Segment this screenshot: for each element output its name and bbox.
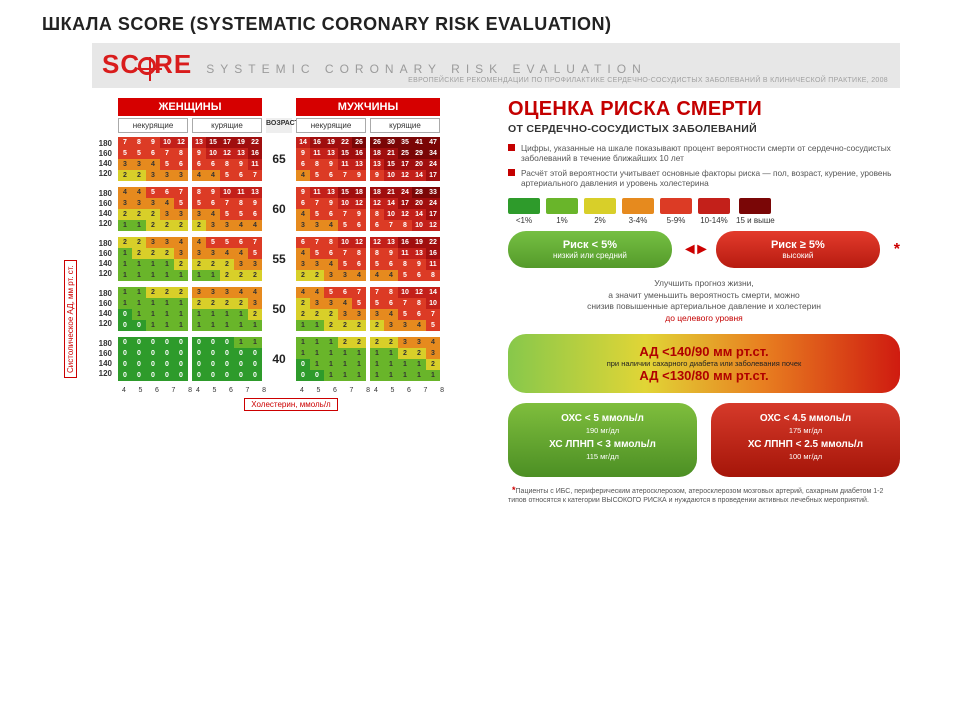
sub-nonsmoker-f: некурящие: [118, 118, 188, 133]
age-label: 65: [266, 152, 292, 166]
risk-grid: 45567334452223311222: [192, 237, 262, 281]
banner-note: ЕВРОПЕЙСКИЕ РЕКОМЕНДАЦИИ ПО ПРОФИЛАКТИКЕ…: [408, 77, 888, 84]
legend-item: 5-9%: [660, 198, 692, 225]
risk-grid: 22334112231111211111: [370, 337, 440, 381]
bullet-2: Расчёт этой вероятности учитывает основн…: [508, 168, 900, 189]
risk-grid: 263035414718212529341315172024910121417: [370, 137, 440, 181]
target-icon: [138, 57, 156, 75]
risk-grid: 44567333452223311222: [118, 187, 188, 231]
risk-grid: 131517192291012131666891144567: [192, 137, 262, 181]
legend-item: 2%: [584, 198, 616, 225]
bp-axis-label: Систолическое АД, мм рт. ст.: [64, 260, 77, 378]
bullet-1: Цифры, указанные на шкале показывают про…: [508, 143, 900, 164]
risk-grid: 6781012456783345622334: [296, 237, 366, 281]
risk-grid: 1416192226911131516689111345679: [296, 137, 366, 181]
risk-grid: 781012145678103456723345: [370, 287, 440, 331]
risk-title: ОЦЕНКА РИСКА СМЕРТИ: [508, 98, 900, 121]
risk-grid: 89101113567893455623344: [192, 187, 262, 231]
sub-nonsmoker-m: некурящие: [296, 118, 366, 133]
risk-grid: 22334122231111211111: [118, 237, 188, 281]
legend-item: 1%: [546, 198, 578, 225]
risk-grid: 33344222231111211111: [192, 287, 262, 331]
sub-smoker-f: курящие: [192, 118, 262, 133]
age-head: ВОЗРАСТ: [266, 118, 292, 133]
risk-grid: 44567233452223311222: [296, 287, 366, 331]
age-row-65: 1801601401207891012556783345622333131517…: [92, 137, 490, 181]
risk-grid: 7891012556783345622333: [118, 137, 188, 181]
threshold-row: Риск < 5%низкий или средний ◄ ► Риск ≥ 5…: [508, 231, 900, 268]
chol-target-low: ОХС < 5 ммоль/л190 мг/дл ХС ЛПНП < 3 ммо…: [508, 403, 697, 477]
risk-grid: 11222111110111100111: [118, 287, 188, 331]
high-risk-pill: Риск ≥ 5%высокий: [716, 231, 880, 268]
low-risk-pill: Риск < 5%низкий или средний: [508, 231, 672, 268]
legend-item: 3-4%: [622, 198, 654, 225]
info-panel: ОЦЕНКА РИСКА СМЕРТИ ОТ СЕРДЕЧНО-СОСУДИСТ…: [508, 98, 900, 505]
risk-grid: 182124283312141720248101214176781012: [370, 187, 440, 231]
risk-grid: 00011000000000000000: [192, 337, 262, 381]
legend-item: <1%: [508, 198, 540, 225]
risk-legend: <1%1%2%3-4%5-9%10-14%15 и выше: [508, 198, 900, 225]
age-label: 40: [266, 352, 292, 366]
age-row-55: 1801601401202233412223111121111145567334…: [92, 237, 490, 281]
age-label: 55: [266, 252, 292, 266]
legend-item: 10-14%: [698, 198, 730, 225]
risk-grid: 00000000000000000000: [118, 337, 188, 381]
chol-target-high: ОХС < 4.5 ммоль/л175 мг/дл ХС ЛПНП < 2.5…: [711, 403, 900, 477]
risk-subtitle: ОТ СЕРДЕЧНО-СОСУДИСТЫХ ЗАБОЛЕВАНИЙ: [508, 123, 900, 135]
age-label: 60: [266, 202, 292, 216]
sub-smoker-m: курящие: [370, 118, 440, 133]
chol-axis-label: Холестерин, ммоль/л: [244, 398, 337, 411]
advice-text: Улучшить прогноз жизни, а значит уменьши…: [514, 278, 894, 324]
group-men: МУЖЧИНЫ: [296, 98, 440, 116]
age-row-50: 1801601401201122211111011110011133344222…: [92, 287, 490, 331]
risk-grid: 12131619228911131656891144568: [370, 237, 440, 281]
age-row-60: 1801601401204456733345222331122289101113…: [92, 187, 490, 231]
score-logo: SCRE: [102, 49, 192, 80]
asterisk-icon: *: [894, 241, 900, 259]
risk-grid: 11122111110111100111: [296, 337, 366, 381]
risk-grid: 91113151867910124567933456: [296, 187, 366, 231]
banner: SCRE SYSTEMIC CORONARY RISK EVALUATION Е…: [92, 43, 900, 88]
age-row-40: 1801601401200000000000000000000000011000…: [92, 337, 490, 381]
arrows-icon: ◄ ►: [682, 241, 706, 259]
footnote: *Пациенты с ИБС, периферическим атероскл…: [508, 485, 900, 505]
age-label: 50: [266, 302, 292, 316]
group-women: ЖЕНЩИНЫ: [118, 98, 262, 116]
legend-item: 15 и выше: [736, 198, 775, 225]
banner-subtitle: SYSTEMIC CORONARY RISK EVALUATION: [206, 62, 647, 76]
bp-target-box: АД <140/90 мм рт.ст. при наличии сахарно…: [508, 334, 900, 393]
page-title: ШКАЛА SCORE (SYSTEMATIC CORONARY RISK EV…: [0, 0, 960, 43]
risk-chart: Систолическое АД, мм рт. ст. ЖЕНЩИНЫ МУЖ…: [92, 98, 490, 505]
